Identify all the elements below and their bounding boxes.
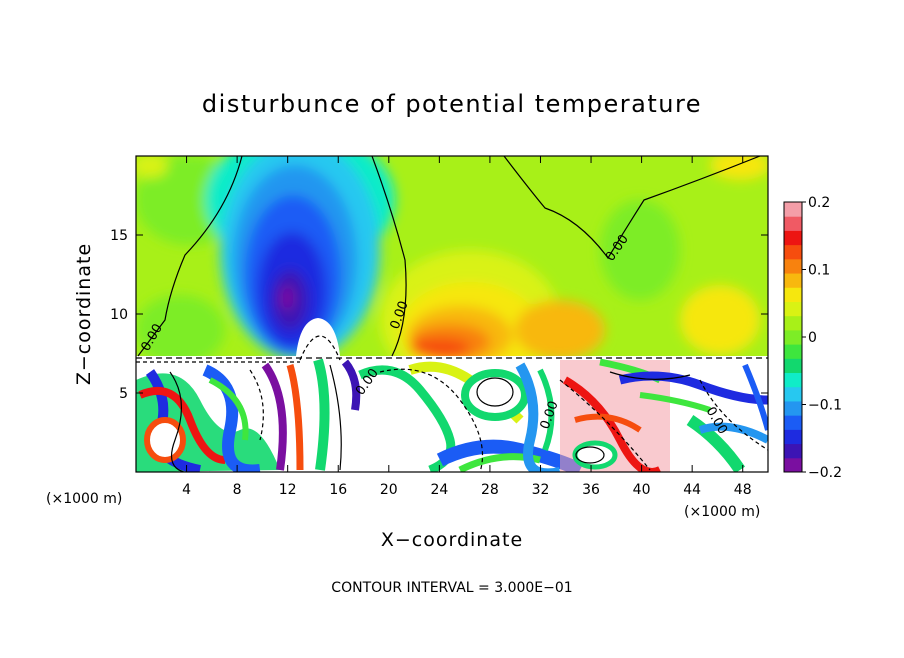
x-tick-label: 16: [329, 482, 347, 498]
x-tick-label: 36: [582, 482, 600, 498]
x-tick-label: 44: [683, 482, 701, 498]
x-axis-ticks: 4 8 12 16 20 24 28 32 36 40 44 48: [182, 156, 752, 498]
colorbar-tick-label: −0.2: [808, 465, 842, 481]
colorbar-swatch: [784, 301, 802, 317]
colorbar-swatch: [784, 315, 802, 331]
colorbar: [783, 201, 803, 473]
x-tick-label: 8: [233, 482, 242, 498]
colorbar-swatch: [784, 273, 802, 288]
y-tick-label: 15: [110, 228, 128, 244]
contour-zero-left: [137, 156, 243, 357]
y-axis-ticks: 5 10 15: [110, 228, 768, 402]
y-tick-label: 10: [110, 307, 128, 323]
colorbar-swatch: [784, 400, 802, 416]
chart-title: disturbunce of potential temperature: [202, 90, 702, 118]
upper-field: [136, 156, 768, 390]
x-tick-label: 20: [380, 482, 398, 498]
contour-zero-mid: [371, 156, 407, 357]
colorbar-swatch: [784, 344, 802, 359]
x-axis-label: X−coordinate: [381, 529, 523, 551]
colorbar-swatch: [784, 258, 802, 274]
x-unit-label: (×1000 m): [684, 504, 760, 520]
colorbar-tick-label: 0.1: [808, 263, 830, 279]
turbulent-field: [136, 358, 768, 472]
x-tick-label: 40: [633, 482, 651, 498]
colorbar-swatch: [784, 372, 802, 388]
colorbar-ticks: 0.2 0.1 0 −0.1 −0.2: [802, 195, 842, 481]
colorbar-swatch: [784, 216, 802, 231]
x-tick-label: 24: [430, 482, 448, 498]
x-tick-label: 4: [182, 482, 191, 498]
contour-interval-note: CONTOUR INTERVAL = 3.000E−01: [331, 580, 572, 596]
colorbar-swatch: [784, 386, 802, 402]
x-tick-label: 28: [481, 482, 499, 498]
x-tick-label: 48: [734, 482, 752, 498]
colorbar-swatch: [784, 457, 802, 473]
colorbar-tick-label: 0: [808, 330, 817, 346]
x-tick-label: 32: [532, 482, 550, 498]
plot-area: [136, 156, 768, 472]
colorbar-swatch: [784, 358, 802, 374]
contour-lines: [136, 156, 768, 472]
colorbar-swatch: [784, 230, 802, 246]
contour-zero-right: [503, 156, 761, 260]
colorbar-swatch: [784, 429, 802, 445]
colorbar-swatch: [784, 415, 802, 430]
colorbar-swatch: [784, 329, 802, 345]
y-tick-label: 5: [119, 386, 128, 402]
y-axis-label: Z−coordinate: [73, 243, 95, 385]
colorbar-swatch: [784, 244, 802, 260]
z-unit-label: (×1000 m): [46, 491, 122, 507]
colorbar-tick-label: −0.1: [808, 398, 842, 414]
colorbar-swatch: [784, 443, 802, 459]
colorbar-swatch: [784, 202, 802, 217]
colorbar-swatch: [784, 287, 802, 302]
x-tick-label: 12: [279, 482, 297, 498]
colorbar-tick-label: 0.2: [808, 195, 830, 211]
